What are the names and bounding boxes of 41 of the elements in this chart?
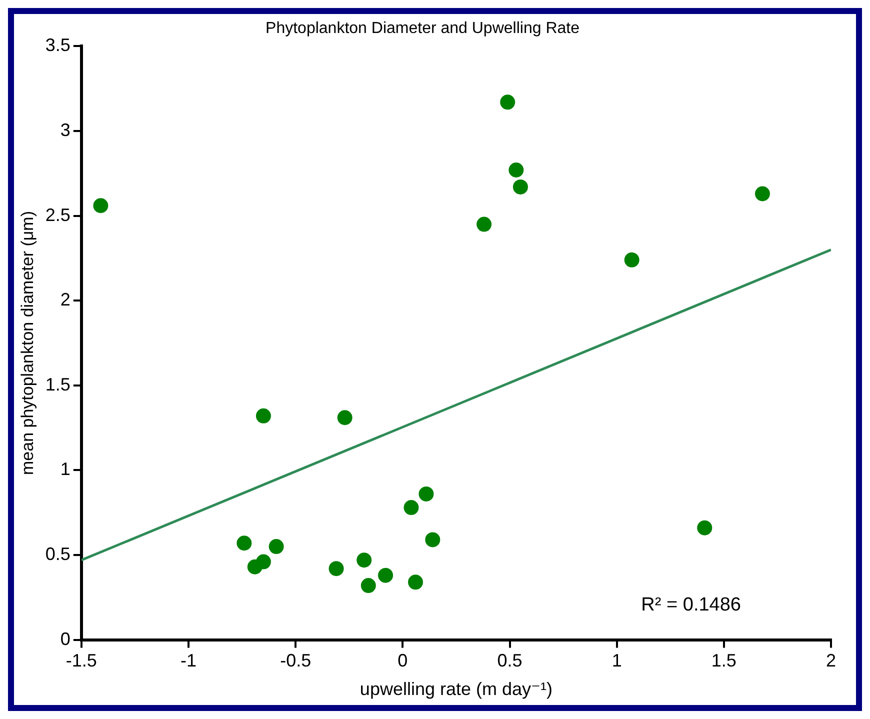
point (356, 552, 372, 568)
point (328, 561, 344, 576)
y-tick-label: 2.5 (45, 204, 70, 225)
x-tick-label: -1.5 (66, 650, 97, 671)
x-axis-title: upwelling rate (m day⁻¹) (360, 679, 552, 700)
point (236, 536, 252, 551)
point (754, 186, 770, 202)
point (256, 554, 271, 570)
point (93, 198, 108, 214)
y-tick-label: 1 (60, 459, 70, 480)
y-tick-label: 3 (60, 120, 70, 140)
point (408, 574, 424, 590)
point (425, 532, 440, 548)
point (256, 408, 271, 424)
y-axis-title: mean phytoplankton diameter (μm) (18, 211, 37, 475)
annotation: R² = 0.1486 (641, 594, 741, 616)
y-tick-label: 3.5 (45, 35, 70, 56)
point (508, 162, 524, 178)
point (337, 410, 352, 426)
x-tick-label: 1.5 (711, 650, 736, 671)
x-tick-label: -1 (180, 650, 197, 671)
chart-title: Phytoplankton Diameter and Upwelling Rate (266, 20, 580, 38)
point (378, 568, 394, 583)
y-tick-label: 2 (60, 290, 70, 310)
point (418, 486, 434, 502)
x-tick-label: 2 (826, 650, 836, 671)
x-tick-label: 0.5 (497, 650, 522, 671)
point (268, 539, 284, 554)
point (404, 500, 419, 516)
x-tick-label: 0 (398, 650, 408, 671)
x-tick-label: 1 (612, 650, 622, 671)
y-tick-label: 0 (60, 628, 70, 649)
point (476, 216, 492, 232)
y-tick-label: 1.5 (45, 374, 70, 394)
x-tick-label: -0.5 (280, 650, 312, 671)
point (500, 94, 516, 110)
point (624, 252, 640, 268)
point (360, 578, 376, 594)
y-tick-label: 0.5 (45, 544, 70, 564)
point (512, 179, 528, 194)
point (697, 520, 712, 536)
